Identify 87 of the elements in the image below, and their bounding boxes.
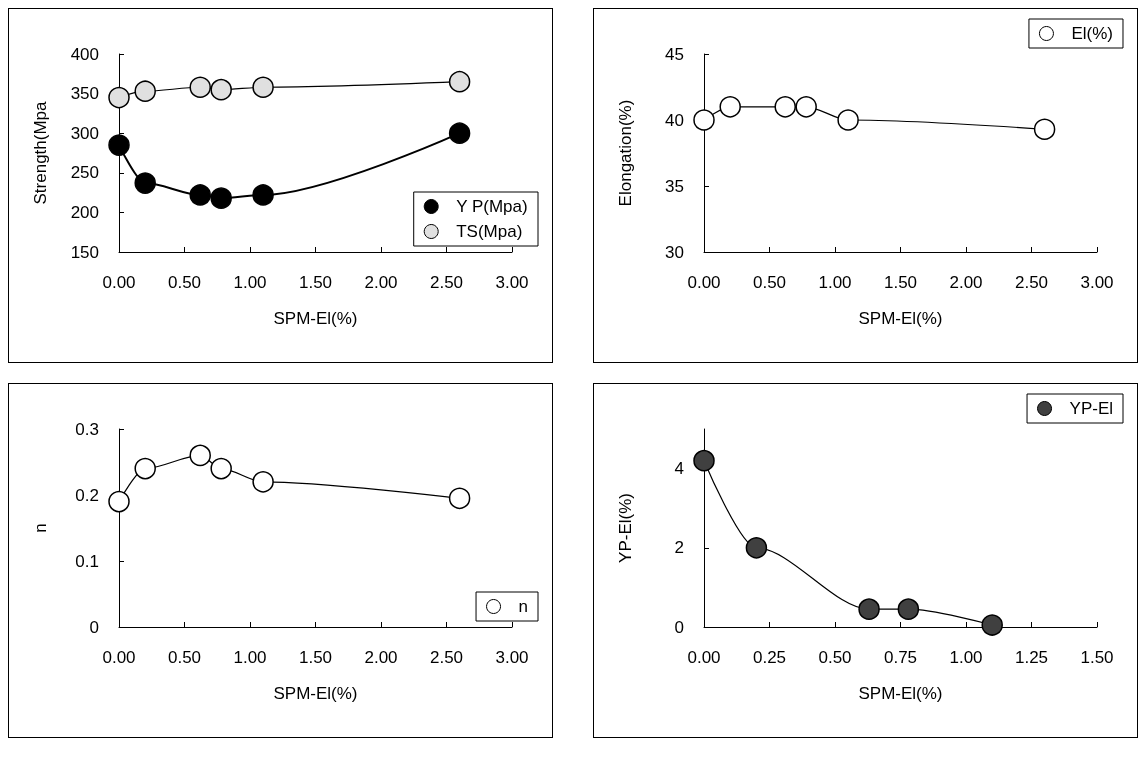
x-tick-label: 2.00 (364, 273, 398, 292)
x-tick-label: 1.50 (298, 273, 333, 292)
x-tick-label: 3.00 (495, 648, 529, 667)
point (210, 187, 232, 209)
x-tick-label: 1.50 (1080, 648, 1114, 667)
x-tick-label: 1.00 (233, 648, 267, 667)
y-tick-label: 0.2 (75, 485, 99, 505)
x-tick-label: 1.50 (883, 273, 918, 292)
x-tick-label: 2.50 (429, 648, 464, 667)
point (693, 449, 715, 472)
point (693, 109, 715, 131)
x-axis-title: SPM-El(%) (858, 684, 943, 703)
x-tick-label: 0.00 (102, 273, 136, 292)
point (745, 537, 768, 559)
point (897, 598, 920, 620)
y-tick-label: 45 (665, 44, 684, 64)
point (108, 86, 130, 109)
y-tick-label: 4 (674, 459, 684, 479)
point (134, 457, 156, 480)
y-tick-label: 400 (70, 44, 99, 64)
x-tick-label: 2.00 (949, 273, 983, 292)
y-tick-label: 0 (674, 617, 684, 637)
point (252, 76, 274, 99)
y-tick-label: 0 (89, 617, 99, 637)
x-tick-label: 0.75 (883, 648, 918, 667)
x-tick-label: 0.25 (752, 648, 787, 667)
y-tick-label: 0.3 (75, 419, 99, 439)
x-tick-label: 2.00 (364, 648, 398, 667)
x-tick-label: 1.00 (818, 273, 852, 292)
point (774, 96, 796, 118)
point (210, 78, 232, 101)
point (981, 614, 1003, 636)
point (795, 96, 817, 118)
legend-label: Y P(Mpa) (456, 197, 528, 216)
point (837, 109, 859, 131)
y-tick-label: 350 (70, 84, 99, 104)
x-tick-label: 2.50 (1014, 273, 1049, 292)
point (134, 80, 156, 102)
x-tick-label: 0.00 (687, 648, 721, 667)
y-tick-label: 0.1 (75, 551, 99, 571)
point (189, 76, 211, 99)
x-tick-label: 0.00 (102, 648, 136, 667)
point (448, 487, 471, 510)
point (108, 490, 130, 513)
y-tick-label: 40 (665, 110, 684, 130)
point (189, 184, 211, 206)
point (252, 471, 274, 493)
point (448, 122, 471, 144)
x-axis-title: SPM-El(%) (273, 684, 358, 703)
y-tick-label: 300 (70, 123, 99, 143)
y-tick-label: 150 (70, 242, 99, 262)
x-axis-title: SPM-El(%) (273, 309, 358, 328)
x-tick-label: 1.25 (1014, 648, 1049, 667)
y-tick-label: 250 (70, 163, 99, 183)
x-tick-label: 2.50 (429, 273, 464, 292)
x-tick-label: 3.00 (495, 273, 529, 292)
x-tick-label: 3.00 (1080, 273, 1114, 292)
y-tick-label: 30 (665, 242, 684, 262)
legend-label: YP-El (1069, 399, 1114, 418)
x-tick-label: 0.50 (167, 273, 202, 292)
point (210, 457, 232, 480)
x-tick-label: 0.50 (167, 648, 202, 667)
point (719, 96, 741, 118)
y-axis-title: Strength(Mpa (31, 100, 50, 205)
y-tick-label: 200 (70, 202, 99, 222)
point (858, 598, 880, 620)
point (252, 184, 274, 206)
point (448, 70, 471, 93)
y-axis-title: YP-El(%) (616, 493, 635, 563)
y-axis-title: n (31, 523, 50, 533)
legend-label: TS(Mpa) (456, 222, 523, 241)
legend-label: El(%) (1071, 24, 1114, 43)
x-tick-label: 0.00 (687, 273, 721, 292)
x-tick-label: 1.00 (949, 648, 983, 667)
point (189, 444, 211, 467)
y-tick-label: 2 (674, 538, 684, 558)
y-tick-label: 35 (665, 176, 684, 196)
x-tick-label: 1.50 (298, 648, 333, 667)
point (108, 134, 130, 156)
x-tick-label: 0.50 (818, 648, 852, 667)
y-axis-title: Elongation(%) (616, 99, 635, 207)
legend-label: n (518, 597, 529, 616)
x-axis-title: SPM-El(%) (858, 309, 943, 328)
point (1033, 118, 1056, 140)
x-tick-label: 1.00 (233, 273, 267, 292)
point (134, 172, 156, 194)
x-tick-label: 0.50 (752, 273, 787, 292)
